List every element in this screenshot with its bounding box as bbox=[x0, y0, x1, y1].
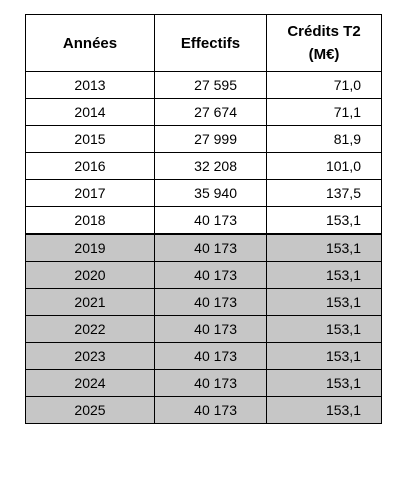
credits-cell: 137,5 bbox=[266, 179, 382, 207]
table-row: 2013 27 595 71,0 bbox=[25, 71, 382, 99]
table-row: 2014 27 674 71,1 bbox=[25, 98, 382, 126]
effectifs-cell: 40 173 bbox=[154, 369, 267, 397]
effectifs-cell: 40 173 bbox=[154, 315, 267, 343]
data-table: Années Effectifs Crédits T2 (M€) 2013 27 … bbox=[25, 14, 382, 424]
table-row: 2025 40 173 153,1 bbox=[25, 396, 382, 424]
credits-cell: 153,1 bbox=[266, 233, 382, 262]
credits-cell: 153,1 bbox=[266, 261, 382, 289]
table-row: 2018 40 173 153,1 bbox=[25, 206, 382, 235]
table-row: 2022 40 173 153,1 bbox=[25, 315, 382, 343]
header-effectifs: Effectifs bbox=[154, 14, 267, 72]
credits-cell: 71,0 bbox=[266, 71, 382, 99]
year-cell: 2019 bbox=[25, 233, 155, 262]
year-cell: 2025 bbox=[25, 396, 155, 424]
table-row: 2016 32 208 101,0 bbox=[25, 152, 382, 180]
table-body: 2013 27 595 71,0 2014 27 674 71,1 2015 27 999 81… bbox=[25, 71, 382, 424]
year-cell: 2015 bbox=[25, 125, 155, 153]
effectifs-cell: 40 173 bbox=[154, 261, 267, 289]
credits-cell: 153,1 bbox=[266, 315, 382, 343]
header-credits: Crédits T2 (M€) bbox=[266, 14, 382, 72]
table-row: 2015 27 999 81,9 bbox=[25, 125, 382, 153]
header-credits-line1: Crédits T2 bbox=[287, 23, 361, 40]
year-cell: 2023 bbox=[25, 342, 155, 370]
header-row: Années Effectifs Crédits T2 (M€) bbox=[25, 14, 382, 72]
table-row: 2024 40 173 153,1 bbox=[25, 369, 382, 397]
credits-cell: 81,9 bbox=[266, 125, 382, 153]
credits-cell: 101,0 bbox=[266, 152, 382, 180]
year-cell: 2018 bbox=[25, 206, 155, 235]
effectifs-cell: 27 999 bbox=[154, 125, 267, 153]
year-cell: 2014 bbox=[25, 98, 155, 126]
table-row: 2020 40 173 153,1 bbox=[25, 261, 382, 289]
credits-cell: 153,1 bbox=[266, 396, 382, 424]
credits-cell: 153,1 bbox=[266, 206, 382, 235]
effectifs-cell: 27 674 bbox=[154, 98, 267, 126]
year-cell: 2017 bbox=[25, 179, 155, 207]
effectifs-cell: 32 208 bbox=[154, 152, 267, 180]
table-row: 2023 40 173 153,1 bbox=[25, 342, 382, 370]
year-cell: 2021 bbox=[25, 288, 155, 316]
table-row: 2019 40 173 153,1 bbox=[25, 233, 382, 262]
effectifs-cell: 27 595 bbox=[154, 71, 267, 99]
header-year: Années bbox=[25, 14, 155, 72]
effectifs-cell: 40 173 bbox=[154, 206, 267, 235]
credits-cell: 153,1 bbox=[266, 288, 382, 316]
table-header: Années Effectifs Crédits T2 (M€) bbox=[25, 14, 382, 72]
effectifs-cell: 40 173 bbox=[154, 288, 267, 316]
credits-cell: 71,1 bbox=[266, 98, 382, 126]
header-credits-line2: (M€) bbox=[308, 46, 340, 63]
credits-cell: 153,1 bbox=[266, 369, 382, 397]
table-row: 2017 35 940 137,5 bbox=[25, 179, 382, 207]
year-cell: 2024 bbox=[25, 369, 155, 397]
table-row: 2021 40 173 153,1 bbox=[25, 288, 382, 316]
year-cell: 2020 bbox=[25, 261, 155, 289]
credits-cell: 153,1 bbox=[266, 342, 382, 370]
effectifs-cell: 40 173 bbox=[154, 233, 267, 262]
year-cell: 2016 bbox=[25, 152, 155, 180]
year-cell: 2022 bbox=[25, 315, 155, 343]
effectifs-cell: 35 940 bbox=[154, 179, 267, 207]
year-cell: 2013 bbox=[25, 71, 155, 99]
effectifs-cell: 40 173 bbox=[154, 396, 267, 424]
effectifs-cell: 40 173 bbox=[154, 342, 267, 370]
